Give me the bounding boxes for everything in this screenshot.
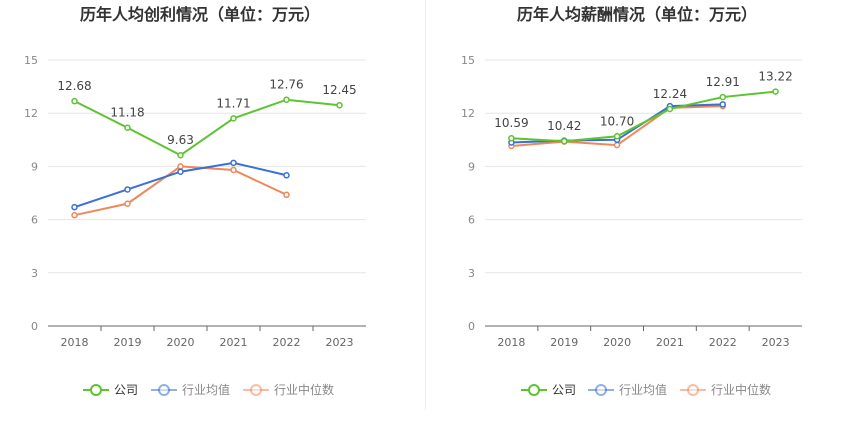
chart-title: 历年人均薪酬情况（单位：万元）: [517, 5, 757, 24]
x-tick-label: 2019: [550, 336, 578, 349]
data-label: 10.42: [547, 119, 581, 133]
x-tick-label: 2021: [656, 336, 684, 349]
y-tick-label: 0: [468, 320, 475, 333]
data-label: 13.22: [758, 70, 792, 84]
legend-label: 行业中位数: [274, 382, 334, 397]
x-tick-label: 2023: [326, 336, 354, 349]
legend-item-1[interactable]: 行业均值: [151, 382, 230, 397]
data-label: 9.63: [167, 133, 194, 147]
data-point[interactable]: [177, 163, 184, 170]
data-label: 12.45: [322, 83, 356, 97]
y-tick-label: 0: [31, 320, 38, 333]
legend-marker: [528, 384, 540, 396]
y-tick-label: 15: [24, 54, 38, 67]
x-tick-label: 2023: [762, 336, 790, 349]
legend-marker: [158, 384, 170, 396]
data-point[interactable]: [71, 97, 78, 105]
data-label: 10.59: [494, 116, 528, 130]
data-point[interactable]: [772, 88, 779, 95]
profit-chart-svg: 历年人均创利情况（单位：万元） 0 3 6 9 12 15 2018 2019 2020 2021 2…: [24, 5, 366, 397]
salary-chart-svg: 历年人均薪酬情况（单位：万元） 0 3 6 9 12 15 2018 2019 2020 2021 2…: [461, 5, 802, 397]
data-label: 11.71: [216, 96, 250, 110]
data-label: 12.76: [269, 78, 303, 92]
x-tick-label: 2021: [220, 336, 248, 349]
legend-marker: [687, 384, 699, 396]
y-tick-label: 12: [24, 107, 38, 120]
profit-chart: 历年人均创利情况（单位：万元） 0 3 6 9 12 15 2018 2019 2020 2021 2…: [0, 0, 425, 436]
data-point[interactable]: [124, 186, 131, 193]
data-label: 12.68: [57, 79, 91, 93]
legend-label: 公司: [114, 383, 138, 397]
legend-item-2[interactable]: 行业中位数: [680, 382, 771, 397]
data-point[interactable]: [177, 168, 184, 175]
data-point[interactable]: [613, 133, 621, 140]
chart-divider: [425, 0, 426, 410]
x-tick-label: 2020: [603, 336, 631, 349]
x-tick-label: 2022: [273, 336, 301, 349]
data-point[interactable]: [230, 115, 237, 122]
y-tick-label: 3: [31, 267, 38, 280]
chart-title: 历年人均创利情况（单位：万元）: [80, 5, 320, 24]
y-tick-label: 15: [461, 54, 475, 67]
y-tick-label: 9: [468, 160, 475, 173]
data-point[interactable]: [71, 203, 78, 211]
data-point[interactable]: [124, 200, 131, 207]
y-tick-label: 12: [461, 107, 475, 120]
y-tick-label: 6: [468, 214, 475, 227]
legend-item-0[interactable]: 公司: [83, 383, 138, 397]
legend-item-1[interactable]: 行业均值: [588, 382, 667, 397]
y-tick-label: 6: [31, 214, 38, 227]
data-point[interactable]: [613, 141, 621, 149]
x-tick-label: 2022: [709, 336, 737, 349]
data-point[interactable]: [336, 101, 343, 109]
legend-item-2[interactable]: 行业中位数: [243, 382, 334, 397]
data-point[interactable]: [177, 151, 184, 159]
legend-item-0[interactable]: 公司: [521, 383, 576, 397]
data-label: 11.18: [110, 106, 144, 120]
legend-marker: [90, 384, 102, 396]
data-point[interactable]: [283, 191, 290, 199]
data-point[interactable]: [508, 134, 515, 142]
data-point[interactable]: [719, 101, 726, 108]
legend-label: 行业均值: [619, 382, 667, 397]
salary-chart: 历年人均薪酬情况（单位：万元） 0 3 6 9 12 15 2018 2019 2020 2021 2…: [425, 0, 850, 436]
x-tick-label: 2018: [61, 336, 89, 349]
legend-marker: [250, 384, 262, 396]
data-point[interactable]: [283, 172, 290, 179]
data-point[interactable]: [719, 93, 726, 101]
legend-label: 公司: [552, 383, 576, 397]
legend-marker: [595, 384, 607, 396]
x-tick-label: 2019: [114, 336, 142, 349]
legend-label: 行业均值: [182, 382, 230, 397]
data-point[interactable]: [230, 166, 237, 174]
y-tick-label: 9: [31, 160, 38, 173]
y-tick-label: 3: [468, 267, 475, 280]
data-point[interactable]: [230, 159, 237, 167]
series-line-0: [74, 98, 340, 157]
data-point[interactable]: [561, 137, 568, 145]
data-label: 12.91: [706, 75, 740, 89]
data-point[interactable]: [283, 96, 290, 103]
x-tick-label: 2020: [167, 336, 195, 349]
x-tick-label: 2018: [497, 336, 525, 349]
data-point[interactable]: [71, 211, 78, 219]
data-point[interactable]: [666, 105, 674, 113]
data-label: 12.24: [653, 87, 687, 101]
data-point[interactable]: [124, 124, 131, 131]
series-line-0: [511, 90, 776, 143]
data-label: 10.70: [600, 114, 634, 128]
legend-label: 行业中位数: [711, 382, 771, 397]
